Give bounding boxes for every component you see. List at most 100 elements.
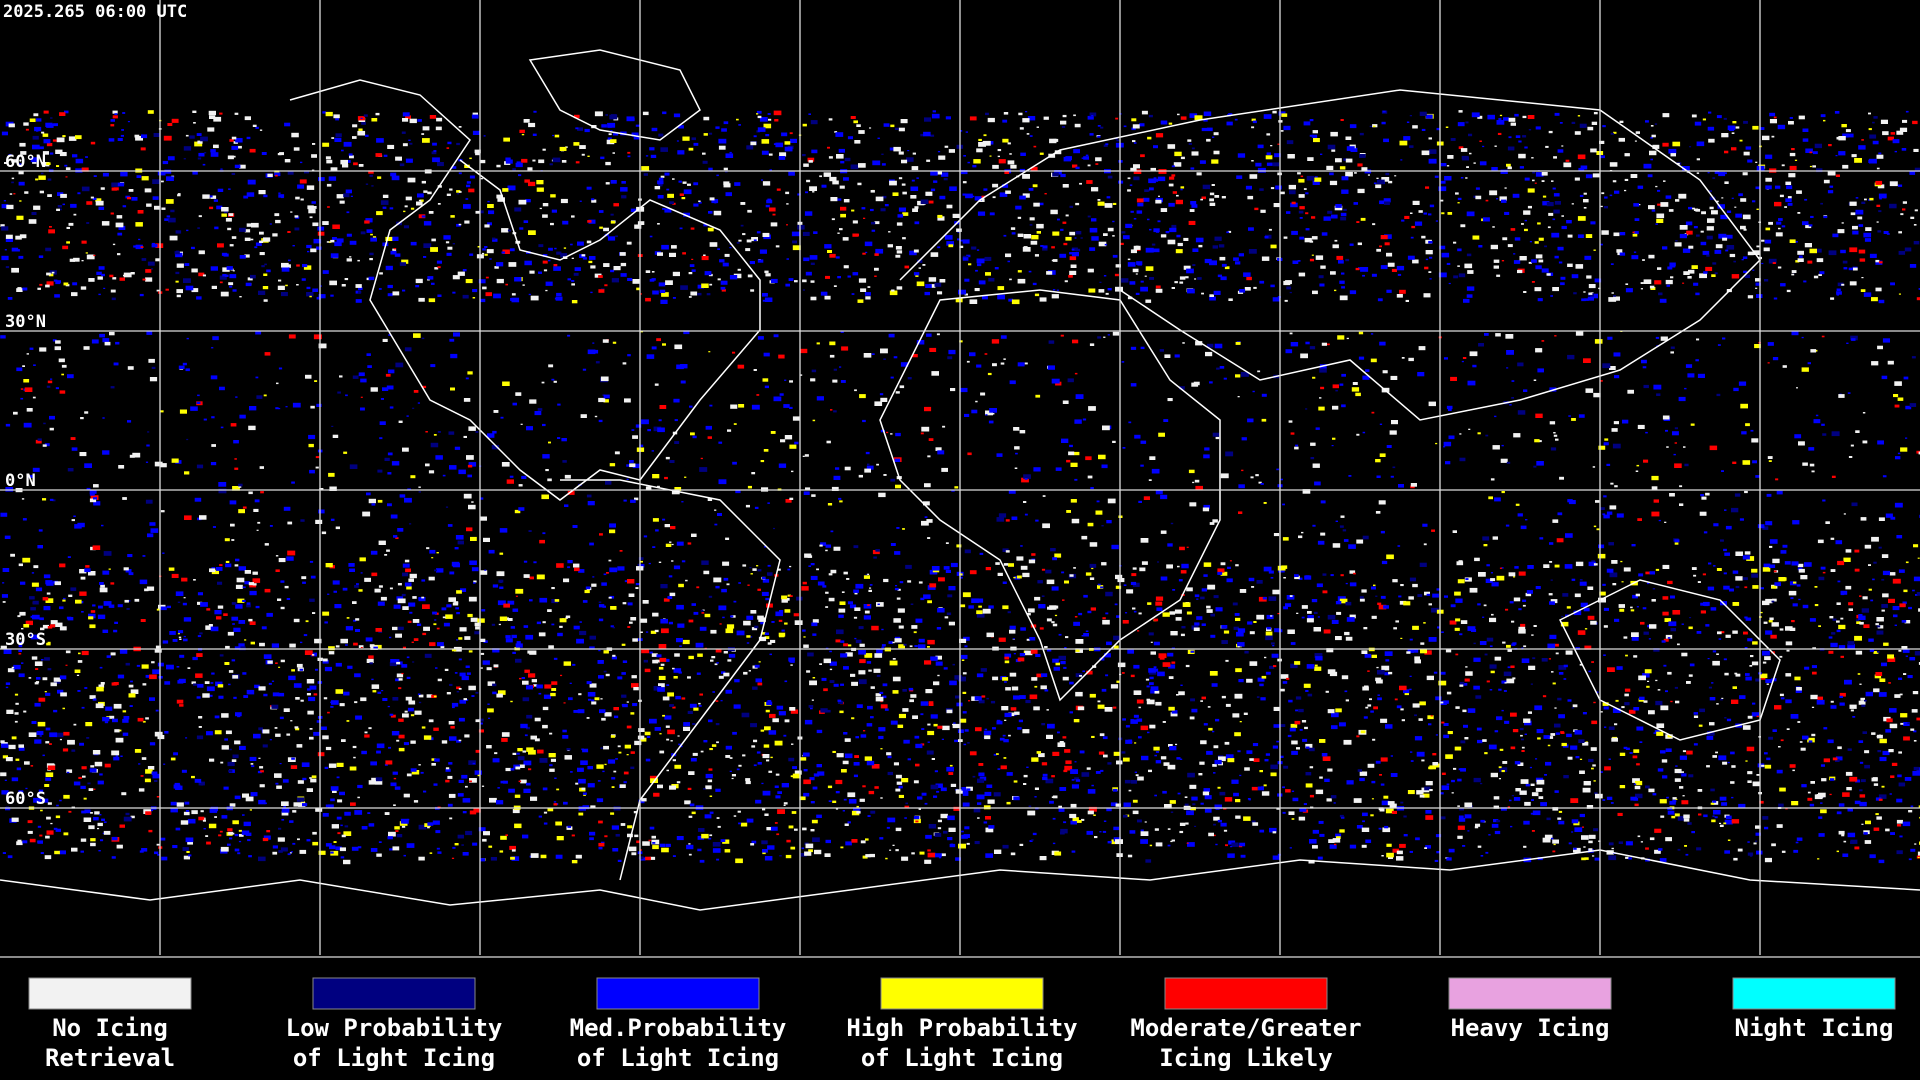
- icing-pixel: [483, 135, 486, 137]
- icing-pixel: [820, 291, 828, 296]
- icing-pixel: [1070, 462, 1078, 467]
- icing-pixel: [322, 221, 329, 225]
- icing-pixel: [125, 662, 130, 666]
- icing-pixel: [1916, 297, 1920, 301]
- icing-pixel: [345, 626, 353, 631]
- icing-pixel: [1019, 127, 1024, 130]
- icing-pixel: [1407, 255, 1415, 260]
- icing-pixel: [709, 229, 713, 232]
- icing-pixel: [103, 551, 112, 556]
- icing-pixel: [960, 170, 968, 175]
- icing-pixel: [918, 581, 923, 584]
- icing-pixel: [368, 727, 372, 730]
- icing-pixel: [542, 532, 546, 535]
- icing-pixel: [458, 191, 462, 193]
- icing-pixel: [763, 449, 769, 452]
- icing-pixel: [1791, 331, 1799, 336]
- icing-pixel: [1078, 612, 1083, 616]
- icing-pixel: [1766, 493, 1772, 497]
- icing-pixel: [1553, 209, 1560, 214]
- icing-pixel: [874, 221, 880, 225]
- icing-pixel: [41, 798, 49, 803]
- icing-pixel: [627, 833, 633, 838]
- icing-pixel: [227, 761, 235, 767]
- icing-pixel: [1022, 174, 1030, 179]
- icing-pixel: [472, 130, 480, 135]
- icing-pixel: [658, 282, 666, 287]
- icing-pixel: [1074, 123, 1081, 128]
- icing-pixel: [238, 620, 246, 624]
- icing-pixel: [1311, 236, 1318, 240]
- icing-pixel: [1847, 392, 1851, 394]
- icing-pixel: [1780, 739, 1784, 742]
- icing-pixel: [376, 853, 382, 857]
- icing-pixel: [809, 186, 817, 191]
- icing-pixel: [816, 342, 820, 345]
- icing-pixel: [1337, 335, 1345, 340]
- icing-pixel: [1131, 127, 1136, 131]
- icing-pixel: [1289, 332, 1293, 335]
- icing-pixel: [841, 346, 849, 351]
- icing-pixel: [1256, 696, 1260, 698]
- icing-pixel: [1091, 115, 1094, 117]
- icing-pixel: [456, 193, 460, 195]
- icing-pixel: [155, 243, 164, 248]
- icing-pixel: [858, 626, 864, 630]
- icing-pixel: [560, 198, 568, 204]
- icing-pixel: [789, 380, 793, 383]
- icing-pixel: [1392, 466, 1396, 469]
- icing-pixel: [1488, 496, 1493, 500]
- icing-pixel: [844, 466, 851, 471]
- icing-pixel: [1842, 164, 1849, 169]
- icing-pixel: [1207, 343, 1214, 348]
- icing-pixel: [760, 460, 765, 463]
- icing-pixel: [1397, 273, 1402, 276]
- icing-pixel: [55, 280, 61, 284]
- icing-pixel: [1712, 177, 1716, 179]
- icing-pixel: [843, 177, 849, 181]
- icing-pixel: [178, 365, 185, 370]
- icing-pixel: [733, 600, 737, 603]
- icing-pixel: [296, 264, 300, 267]
- icing-pixel: [1535, 413, 1543, 418]
- icing-pixel: [1531, 259, 1537, 263]
- icing-pixel: [1115, 585, 1122, 589]
- icing-pixel: [520, 423, 523, 425]
- icing-pixel: [1033, 467, 1041, 472]
- icing-pixel: [619, 550, 623, 552]
- icing-pixel: [763, 546, 767, 548]
- icing-pixel: [146, 331, 153, 335]
- icing-pixel: [690, 291, 698, 296]
- icing-pixel: [1876, 221, 1879, 223]
- icing-pixel: [1198, 244, 1203, 248]
- icing-pixel: [1036, 126, 1039, 128]
- icing-pixel: [1892, 578, 1901, 584]
- icing-pixel: [1686, 230, 1693, 235]
- icing-pixel: [1721, 470, 1724, 472]
- icing-pixel: [839, 185, 845, 189]
- icing-pixel: [738, 239, 742, 242]
- icing-pixel: [1107, 227, 1114, 232]
- icing-pixel: [234, 112, 239, 115]
- icing-pixel: [1209, 522, 1215, 525]
- icing-pixel: [1650, 125, 1654, 127]
- icing-pixel: [704, 271, 712, 276]
- icing-pixel: [762, 299, 766, 302]
- icing-pixel: [669, 252, 676, 257]
- icing-pixel: [1549, 421, 1556, 425]
- icing-pixel: [1898, 250, 1906, 255]
- icing-pixel: [1780, 550, 1787, 554]
- icing-pixel: [1299, 217, 1303, 219]
- icing-pixel: [1861, 608, 1869, 613]
- icing-pixel: [991, 413, 995, 415]
- icing-pixel: [187, 841, 193, 845]
- icing-pixel: [665, 456, 670, 460]
- icing-pixel: [1105, 143, 1109, 146]
- icing-pixel: [1735, 551, 1743, 556]
- icing-pixel: [1167, 239, 1176, 245]
- icing-pixel: [452, 275, 460, 280]
- icing-pixel: [122, 112, 126, 114]
- icing-pixel: [832, 180, 839, 185]
- icing-pixel: [1896, 535, 1903, 539]
- icing-pixel: [1362, 375, 1370, 380]
